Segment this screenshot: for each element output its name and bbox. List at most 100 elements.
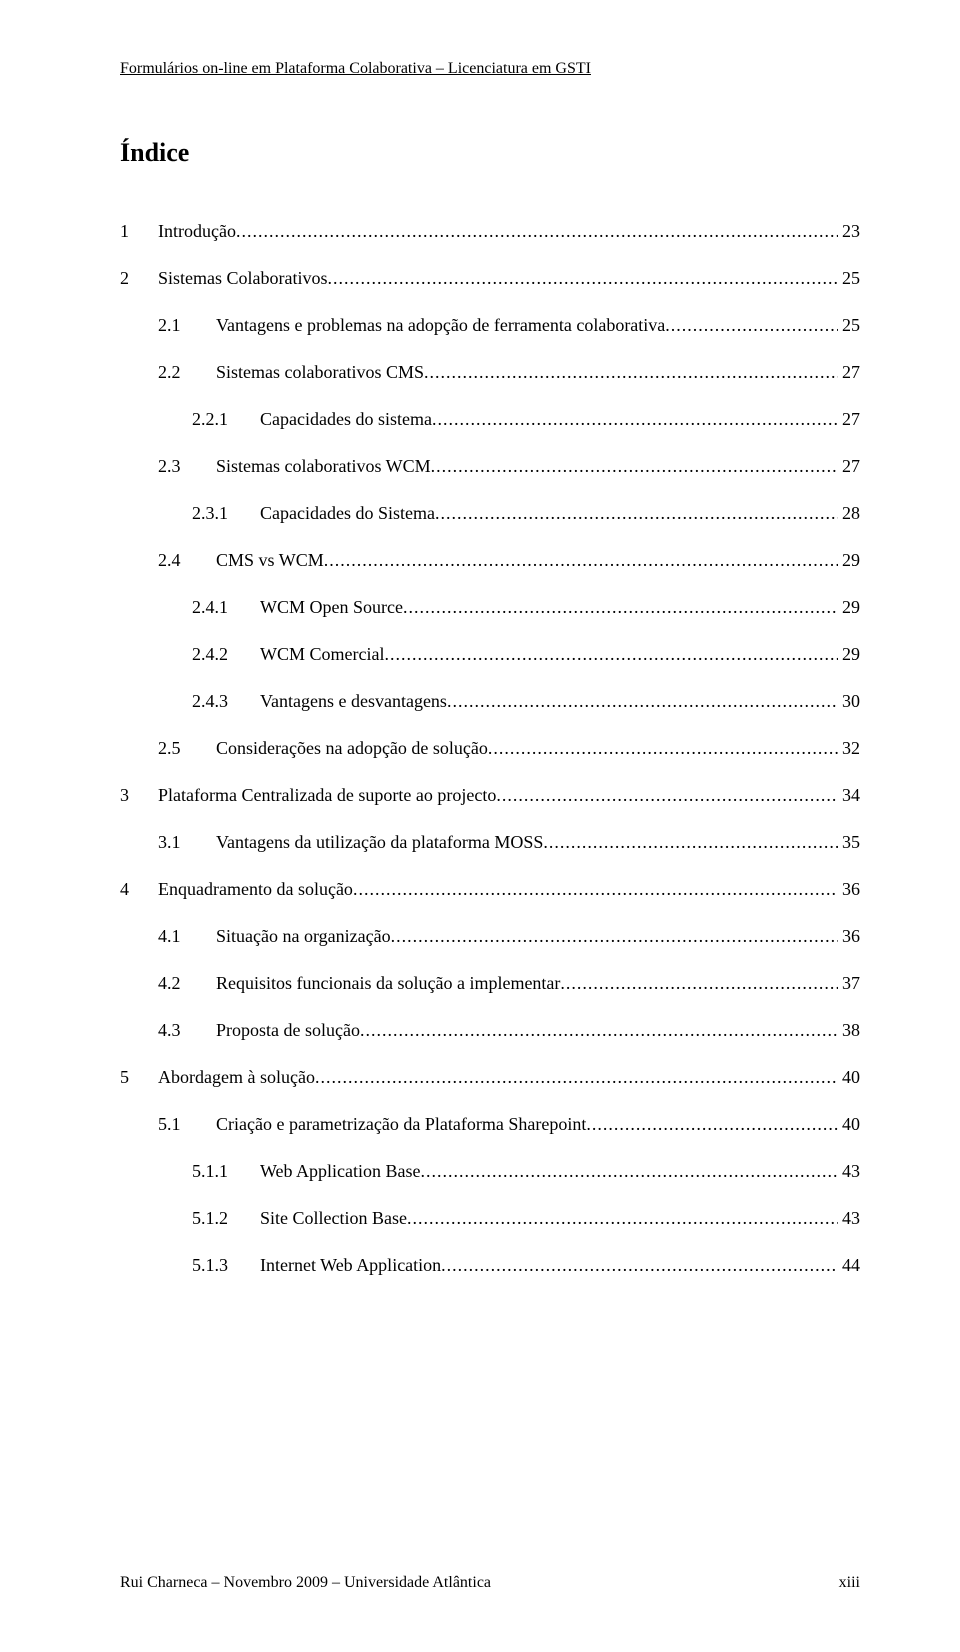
toc-entry: 5.1Criação e parametrização da Plataform… xyxy=(120,1111,860,1138)
toc-number: 1 xyxy=(120,218,158,245)
toc-label: Considerações na adopção de solução xyxy=(216,735,488,762)
toc-entry: 5.1.3Internet Web Application...........… xyxy=(120,1252,860,1279)
toc-leader-dots: ........................................… xyxy=(384,641,838,668)
toc-leader-dots: ........................................… xyxy=(447,688,838,715)
footer-right: xiii xyxy=(839,1574,860,1592)
toc-number: 5.1 xyxy=(158,1111,216,1138)
toc-label: Criação e parametrização da Plataforma S… xyxy=(216,1111,586,1138)
toc-label: Introdução xyxy=(158,218,236,245)
toc-label: Site Collection Base xyxy=(260,1205,407,1232)
toc-page-number: 27 xyxy=(838,453,860,480)
toc-label: Capacidades do sistema xyxy=(260,406,432,433)
toc-page-number: 29 xyxy=(838,594,860,621)
toc-leader-dots: ........................................… xyxy=(315,1064,838,1091)
toc-page-number: 36 xyxy=(838,876,860,903)
toc-leader-dots: ........................................… xyxy=(431,453,838,480)
toc-leader-dots: ........................................… xyxy=(432,406,838,433)
toc-label: Vantagens e problemas na adopção de ferr… xyxy=(216,312,665,339)
toc-entry: 4.1Situação na organização..............… xyxy=(120,923,860,950)
toc-leader-dots: ........................................… xyxy=(543,829,838,856)
toc-number: 2.5 xyxy=(158,735,216,762)
toc-page-number: 40 xyxy=(838,1111,860,1138)
toc-leader-dots: ........................................… xyxy=(424,359,838,386)
toc-number: 2.2.1 xyxy=(192,406,260,433)
toc-number: 2.4.3 xyxy=(192,688,260,715)
toc-number: 2.4 xyxy=(158,547,216,574)
toc-number: 5 xyxy=(120,1064,158,1091)
toc-entry: 5Abordagem à solução....................… xyxy=(120,1064,860,1091)
toc-page-number: 38 xyxy=(838,1017,860,1044)
toc-entry: 5.1.1Web Application Base...............… xyxy=(120,1158,860,1185)
toc-label: WCM Open Source xyxy=(260,594,403,621)
toc-leader-dots: ........................................… xyxy=(403,594,838,621)
toc-number: 2.2 xyxy=(158,359,216,386)
toc-leader-dots: ........................................… xyxy=(488,735,838,762)
toc-entry: 2.4.1WCM Open Source....................… xyxy=(120,594,860,621)
toc-entry: 2.4CMS vs WCM...........................… xyxy=(120,547,860,574)
toc-label: Requisitos funcionais da solução a imple… xyxy=(216,970,560,997)
toc-entry: 2.1Vantagens e problemas na adopção de f… xyxy=(120,312,860,339)
toc-leader-dots: ........................................… xyxy=(353,876,838,903)
toc-leader-dots: ........................................… xyxy=(586,1111,838,1138)
toc-number: 2 xyxy=(120,265,158,292)
toc-number: 4.2 xyxy=(158,970,216,997)
toc-entry: 2.4.3Vantagens e desvantagens...........… xyxy=(120,688,860,715)
toc-entry: 2.3.1Capacidades do Sistema.............… xyxy=(120,500,860,527)
toc-leader-dots: ........................................… xyxy=(236,218,838,245)
toc-leader-dots: ........................................… xyxy=(665,312,838,339)
toc-number: 4.3 xyxy=(158,1017,216,1044)
toc-number: 5.1.1 xyxy=(192,1158,260,1185)
toc-page-number: 43 xyxy=(838,1158,860,1185)
page-title: Índice xyxy=(120,138,860,168)
toc-page-number: 29 xyxy=(838,547,860,574)
toc-leader-dots: ........................................… xyxy=(441,1252,838,1279)
toc-number: 2.3 xyxy=(158,453,216,480)
toc-page-number: 44 xyxy=(838,1252,860,1279)
toc-page-number: 25 xyxy=(838,312,860,339)
toc-number: 5.1.2 xyxy=(192,1205,260,1232)
toc-page-number: 30 xyxy=(838,688,860,715)
toc-label: Sistemas colaborativos WCM xyxy=(216,453,431,480)
toc-entry: 1Introdução.............................… xyxy=(120,218,860,245)
toc-label: Situação na organização xyxy=(216,923,391,950)
toc-page-number: 43 xyxy=(838,1205,860,1232)
toc-label: Sistemas Colaborativos xyxy=(158,265,328,292)
toc-entry: 4.3Proposta de solução..................… xyxy=(120,1017,860,1044)
toc-page-number: 35 xyxy=(838,829,860,856)
toc-label: Vantagens da utilização da plataforma MO… xyxy=(216,829,543,856)
toc-label: CMS vs WCM xyxy=(216,547,324,574)
toc-page-number: 40 xyxy=(838,1064,860,1091)
page-header: Formulários on-line em Plataforma Colabo… xyxy=(120,60,860,78)
toc-label: WCM Comercial xyxy=(260,641,384,668)
toc-number: 2.4.1 xyxy=(192,594,260,621)
toc-number: 4 xyxy=(120,876,158,903)
toc-page-number: 37 xyxy=(838,970,860,997)
toc-leader-dots: ........................................… xyxy=(421,1158,838,1185)
toc-label: Sistemas colaborativos CMS xyxy=(216,359,424,386)
toc-entry: 4Enquadramento da solução...............… xyxy=(120,876,860,903)
toc-label: Abordagem à solução xyxy=(158,1064,315,1091)
toc-page-number: 36 xyxy=(838,923,860,950)
toc-label: Internet Web Application xyxy=(260,1252,441,1279)
footer-left: Rui Charneca – Novembro 2009 – Universid… xyxy=(120,1574,491,1592)
toc-entry: 2.3Sistemas colaborativos WCM...........… xyxy=(120,453,860,480)
toc-label: Web Application Base xyxy=(260,1158,421,1185)
toc-number: 3.1 xyxy=(158,829,216,856)
toc-page-number: 25 xyxy=(838,265,860,292)
toc-page-number: 27 xyxy=(838,406,860,433)
toc-entry: 3Plataforma Centralizada de suporte ao p… xyxy=(120,782,860,809)
toc-number: 2.4.2 xyxy=(192,641,260,668)
toc-entry: 2Sistemas Colaborativos.................… xyxy=(120,265,860,292)
toc-label: Vantagens e desvantagens xyxy=(260,688,447,715)
toc-number: 2.3.1 xyxy=(192,500,260,527)
toc-entry: 3.1Vantagens da utilização da plataforma… xyxy=(120,829,860,856)
toc-number: 3 xyxy=(120,782,158,809)
page-footer: Rui Charneca – Novembro 2009 – Universid… xyxy=(120,1574,860,1592)
toc-page-number: 32 xyxy=(838,735,860,762)
table-of-contents: 1Introdução.............................… xyxy=(120,218,860,1279)
toc-leader-dots: ........................................… xyxy=(328,265,839,292)
toc-leader-dots: ........................................… xyxy=(391,923,838,950)
toc-leader-dots: ........................................… xyxy=(496,782,838,809)
toc-page-number: 34 xyxy=(838,782,860,809)
toc-number: 2.1 xyxy=(158,312,216,339)
